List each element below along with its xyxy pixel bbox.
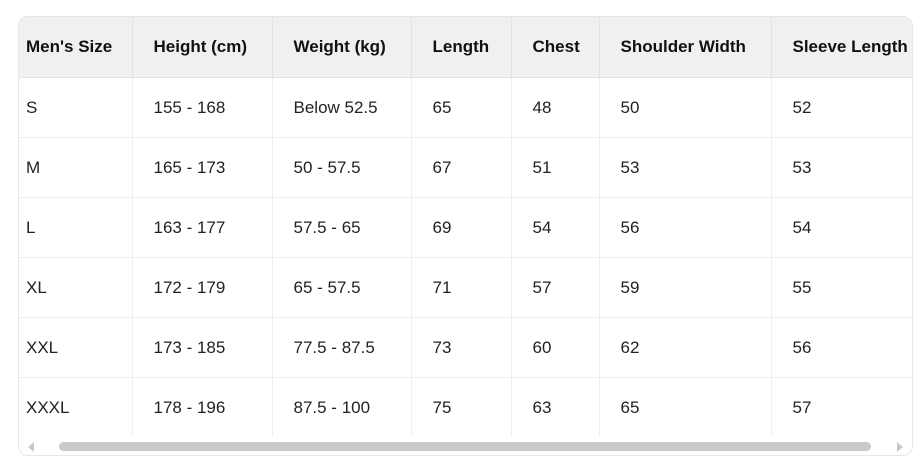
table-cell: 75: [411, 377, 512, 437]
table-cell: 65: [599, 377, 772, 437]
table-cell: Below 52.5: [272, 77, 412, 138]
table-cell: 178 - 196: [132, 377, 273, 437]
table-row: S 155 - 168 Below 52.5 65 48 50 52: [19, 77, 912, 138]
table-cell: XXL: [19, 317, 133, 378]
table-cell: 62: [599, 317, 772, 378]
table-cell: 52: [771, 77, 912, 138]
table-cell: 54: [511, 197, 600, 258]
table-cell: 50 - 57.5: [272, 137, 412, 198]
table-row: M 165 - 173 50 - 57.5 67 51 53 53: [19, 137, 912, 198]
table-cell: 165 - 173: [132, 137, 273, 198]
table-cell: 71: [411, 257, 512, 318]
table-cell: 53: [599, 137, 772, 198]
table-cell: 57: [511, 257, 600, 318]
table-cell: 50: [599, 77, 772, 138]
table-cell: 173 - 185: [132, 317, 273, 378]
table-cell: 57.5 - 65: [272, 197, 412, 258]
table-cell: 53: [771, 137, 912, 198]
header-row: Men's Size Height (cm) Weight (kg) Length Ch…: [19, 17, 912, 78]
table-cell: 77.5 - 87.5: [272, 317, 412, 378]
table-cell: XL: [19, 257, 133, 318]
table-cell: 69: [411, 197, 512, 258]
table-row: XXXL 178 - 196 87.5 - 100 75 63 65 57: [19, 377, 912, 437]
column-header: Weight (kg): [272, 17, 412, 78]
table-cell: 59: [599, 257, 772, 318]
scrollbar-thumb[interactable]: [59, 442, 871, 451]
table-cell: 73: [411, 317, 512, 378]
table-cell: 63: [511, 377, 600, 437]
scroll-left-arrow-icon[interactable]: [28, 442, 34, 452]
table-row: XL 172 - 179 65 - 57.5 71 57 59 55: [19, 257, 912, 318]
table-cell: 172 - 179: [132, 257, 273, 318]
table-cell: 57: [771, 377, 912, 437]
table-cell: 155 - 168: [132, 77, 273, 138]
size-chart-container: Men's Size Height (cm) Weight (kg) Length Ch…: [18, 16, 913, 456]
column-header: Height (cm): [132, 17, 273, 78]
table-cell: 67: [411, 137, 512, 198]
table-cell: XXXL: [19, 377, 133, 437]
table-row: L 163 - 177 57.5 - 65 69 54 56 54: [19, 197, 912, 258]
table-cell: L: [19, 197, 133, 258]
table-cell: 54: [771, 197, 912, 258]
table-cell: 56: [771, 317, 912, 378]
scroll-right-arrow-icon[interactable]: [897, 442, 903, 452]
table-cell: 48: [511, 77, 600, 138]
column-header: Chest: [511, 17, 600, 78]
column-header: Sleeve Length: [771, 17, 912, 78]
column-header: Men's Size: [19, 17, 133, 78]
table-cell: 65 - 57.5: [272, 257, 412, 318]
table-cell: 163 - 177: [132, 197, 273, 258]
table-cell: M: [19, 137, 133, 198]
table-cell: 51: [511, 137, 600, 198]
table-cell: 56: [599, 197, 772, 258]
table-cell: 55: [771, 257, 912, 318]
column-header: Length: [411, 17, 512, 78]
table-cell: 87.5 - 100: [272, 377, 412, 437]
column-header: Shoulder Width: [599, 17, 772, 78]
size-chart-table: Men's Size Height (cm) Weight (kg) Length Ch…: [19, 17, 912, 437]
table-row: XXL 173 - 185 77.5 - 87.5 73 60 62 56: [19, 317, 912, 378]
table-cell: 60: [511, 317, 600, 378]
horizontal-scrollbar[interactable]: [19, 437, 912, 455]
table-cell: 65: [411, 77, 512, 138]
table-cell: S: [19, 77, 133, 138]
